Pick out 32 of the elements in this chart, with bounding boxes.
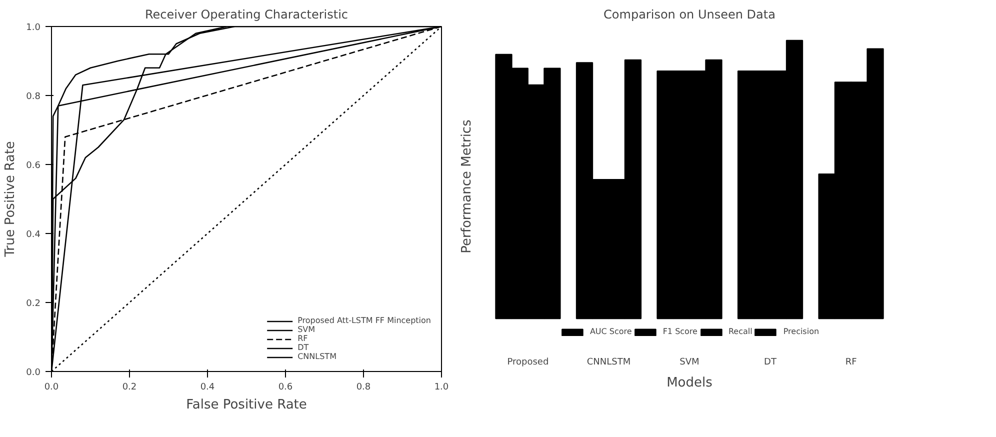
legend-label: RF bbox=[298, 334, 309, 343]
x-tick-label: DT bbox=[764, 358, 777, 368]
y-axis-title: True Positive Rate bbox=[3, 141, 18, 258]
x-tick-label: 1.0 bbox=[434, 382, 449, 392]
x-tick-label: 0.8 bbox=[356, 382, 371, 392]
y-tick-label: 0.8 bbox=[26, 92, 41, 102]
chart-title: Comparison on Unseen Data bbox=[604, 8, 776, 22]
y-tick-label: 0.6 bbox=[26, 161, 41, 171]
legend-label: F1 Score bbox=[662, 327, 698, 336]
x-axis-title: False Positive Rate bbox=[186, 398, 307, 412]
x-tick-label: 0.6 bbox=[278, 382, 293, 392]
legend-label: AUC Score bbox=[590, 327, 632, 336]
legend-label: SVM bbox=[298, 325, 316, 334]
x-tick-label: 0.0 bbox=[44, 382, 59, 392]
x-tick-label: SVM bbox=[680, 358, 700, 368]
chart-title: Receiver Operating Characteristic bbox=[145, 8, 348, 22]
y-tick-label: 0.2 bbox=[26, 299, 41, 309]
x-tick-label: 0.2 bbox=[122, 382, 137, 392]
x-tick-label: CNNLSTM bbox=[586, 358, 631, 368]
legend-label: Proposed Att-LSTM FF Minception bbox=[298, 316, 431, 325]
y-tick-label: 1.0 bbox=[26, 23, 41, 33]
legend-label: Recall bbox=[728, 327, 752, 336]
x-axis-title: Models bbox=[666, 376, 713, 390]
x-tick-label: Proposed bbox=[507, 358, 549, 368]
x-tick-label: 0.4 bbox=[200, 382, 215, 392]
y-tick-label: 0.0 bbox=[26, 368, 41, 378]
x-tick-label: RF bbox=[845, 358, 857, 368]
legend-label: Precision bbox=[783, 327, 820, 336]
legend-label: CNNLSTM bbox=[298, 352, 336, 361]
legend-label: DT bbox=[298, 343, 310, 352]
y-tick-label: 0.4 bbox=[26, 230, 41, 240]
y-axis-title: Performance Metrics bbox=[460, 119, 474, 254]
